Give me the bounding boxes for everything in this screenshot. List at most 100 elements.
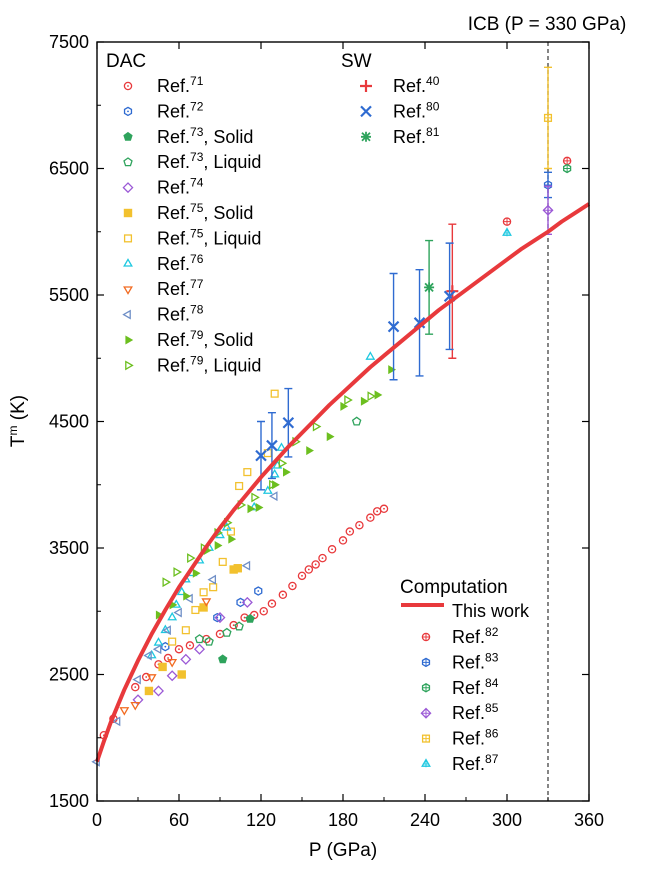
data-point [241, 596, 253, 608]
data-point [218, 557, 227, 566]
legend-label: Ref.83 [452, 650, 499, 672]
series-ref-84 [563, 163, 572, 174]
data-point [193, 643, 206, 655]
data-point [132, 674, 141, 685]
data-point [338, 536, 348, 545]
legend-marker [421, 632, 431, 642]
data-point [163, 653, 173, 663]
data-point [446, 285, 459, 298]
data-point [213, 612, 222, 623]
series-ref-73solid [218, 613, 255, 664]
legend-label: Ref.85 [452, 701, 499, 723]
data-point [345, 527, 355, 536]
data-point [207, 574, 217, 585]
x-tick-label: 60 [169, 810, 189, 830]
legend-label: Ref.75, Liquid [157, 226, 261, 248]
data-point [388, 365, 397, 375]
data-point [173, 607, 182, 618]
data-point [199, 588, 208, 597]
y-tick-label: 4500 [49, 412, 89, 432]
data-point [268, 491, 278, 502]
data-point [222, 627, 232, 637]
legend-marker [123, 81, 133, 91]
data-point [162, 577, 172, 588]
legend-label: Ref.74 [157, 176, 204, 198]
series-ref-75liquid [168, 389, 279, 646]
y-tick-label: 2500 [49, 665, 89, 685]
series-ref-74 [132, 596, 253, 706]
data-point [259, 607, 268, 616]
data-point [143, 650, 152, 661]
series-ref-86 [543, 66, 553, 170]
data-point [218, 654, 228, 664]
data-point [266, 439, 278, 452]
series-ref-71 [99, 504, 389, 740]
legend-marker [421, 758, 431, 768]
data-point [276, 442, 287, 451]
data-point [235, 481, 244, 491]
data-point [413, 317, 426, 329]
legend-marker [125, 335, 134, 345]
data-point [130, 702, 141, 711]
legend-label: Ref.73, Solid [157, 125, 253, 147]
data-point [562, 156, 572, 166]
y-tick-label: 5500 [49, 285, 89, 305]
data-point [288, 581, 297, 591]
legend-marker [123, 286, 133, 295]
data-point [366, 513, 375, 522]
data-point [255, 449, 267, 462]
data-point [180, 653, 192, 665]
data-point [185, 641, 195, 650]
legend-label: Ref.73, Liquid [157, 150, 261, 172]
data-point [247, 504, 256, 514]
data-point [502, 227, 512, 237]
plot-marks [91, 42, 591, 801]
legend-header-sw: SW [341, 51, 372, 72]
data-point [543, 113, 553, 122]
data-point [168, 637, 177, 646]
data-point [502, 217, 512, 226]
data-point [176, 586, 187, 596]
legend-marker [123, 157, 133, 167]
legend-label: Ref.78 [157, 303, 204, 325]
legend-label: Ref.81 [393, 125, 440, 147]
data-point [214, 540, 223, 550]
x-axis-title: P (GPa) [309, 840, 377, 861]
legend-label: Ref.80 [393, 99, 440, 121]
data-point [360, 396, 369, 406]
data-point [326, 432, 335, 442]
data-point [158, 662, 167, 672]
data-point [367, 391, 377, 402]
data-point [365, 351, 376, 360]
data-point [542, 204, 554, 216]
data-point [311, 560, 320, 569]
data-point [167, 659, 178, 668]
legend: DAC SW Computation Ref.71 Ref.72 Ref.73, Soli… [106, 51, 530, 774]
legend-header-dac: DAC [106, 51, 146, 72]
legend-label: Ref.71 [157, 74, 204, 96]
data-point [255, 503, 264, 513]
data-point [194, 634, 205, 644]
series-ref-73liquid [194, 416, 362, 646]
y-axis-title: Tm (K) [6, 395, 29, 447]
data-point [228, 534, 237, 544]
legend-marker [123, 106, 133, 117]
x-tick-label: 360 [574, 810, 604, 830]
x-tick-label: 300 [492, 810, 522, 830]
data-point [424, 282, 435, 293]
data-point [269, 479, 278, 490]
data-point [243, 468, 252, 477]
data-point [111, 716, 121, 727]
data-point [174, 644, 184, 654]
data-point [379, 504, 389, 514]
data-point [152, 644, 162, 655]
data-point [241, 560, 251, 571]
legend-marker [123, 208, 133, 218]
series-ref-78 [91, 491, 278, 767]
data-point [269, 468, 280, 478]
legend-marker [123, 234, 133, 243]
y-tick-label: 3500 [49, 538, 89, 558]
icb-label: ICB (P = 330 GPa) [468, 14, 627, 35]
data-point [318, 553, 327, 563]
